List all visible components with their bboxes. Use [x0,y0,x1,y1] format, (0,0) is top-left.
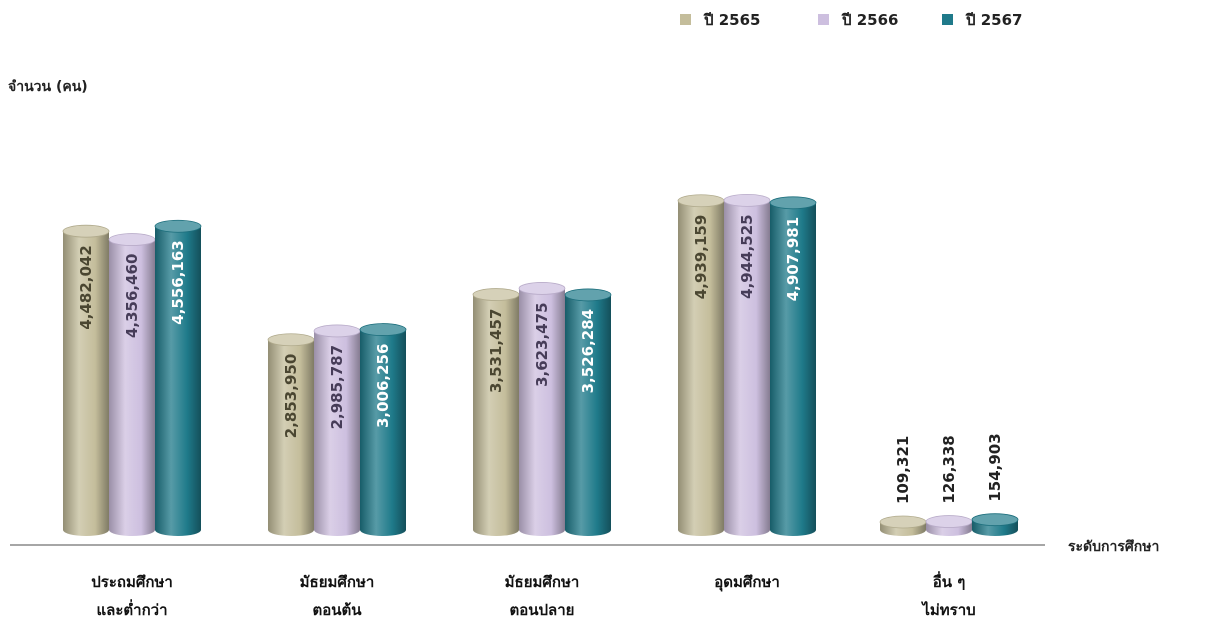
value-label: 4,556,163 [169,240,187,324]
value-label: 4,356,460 [123,254,141,338]
bar [62,224,110,536]
bar [518,282,566,536]
x-axis-title: ระดับการศึกษา [1068,538,1159,555]
value-label: 4,944,525 [738,214,756,298]
category-label: มัธยมศึกษา [505,573,580,591]
value-label: 4,482,042 [77,245,95,329]
category-label: อุดมศึกษา [714,573,780,592]
value-label: 109,321 [894,436,912,504]
value-label: 3,531,457 [487,309,505,393]
category-label: อื่น ๆ [933,571,966,591]
legend-label: ปี 2567 [965,11,1022,29]
bar [108,233,156,536]
legend-swatch [942,14,953,25]
value-label: 4,907,981 [784,217,802,301]
category-label: ไม่ทราบ [920,600,975,619]
category-label: ประถมศึกษา [91,573,173,591]
legend-swatch [680,14,691,25]
bar [267,333,315,536]
bar [769,196,817,536]
bar [313,324,361,536]
bar [971,513,1019,536]
bar [879,515,927,536]
bars: 4,482,042 4,356,460 4,556,163 2,853,950 2,98… [62,193,1019,537]
category-label: ตอนปลาย [510,601,575,619]
bar [472,288,520,536]
bar [723,193,771,536]
y-axis-title: จำนวน (คน) [8,79,88,95]
category-label: ตอนต้น [313,601,363,619]
value-label: 2,853,950 [282,354,300,438]
value-label: 3,526,284 [579,309,597,393]
bar [154,219,202,536]
value-label: 4,939,159 [692,215,710,299]
bar [564,288,612,536]
value-label: 154,903 [986,433,1004,501]
legend-label: ปี 2565 [703,11,760,29]
value-label: 3,006,256 [374,344,392,428]
category-label: มัธยมศึกษา [300,573,375,591]
value-label: 126,338 [940,435,958,503]
value-label: 3,623,475 [533,302,551,386]
bar [359,323,407,536]
value-label: 2,985,787 [328,345,346,429]
bar [925,515,973,536]
legend-swatch [818,14,829,25]
legend-label: ปี 2566 [841,11,898,29]
category-label: และต่ำกว่า [96,599,167,619]
legend: ปี 2565 ปี 2566 ปี 2567 [680,11,1023,29]
